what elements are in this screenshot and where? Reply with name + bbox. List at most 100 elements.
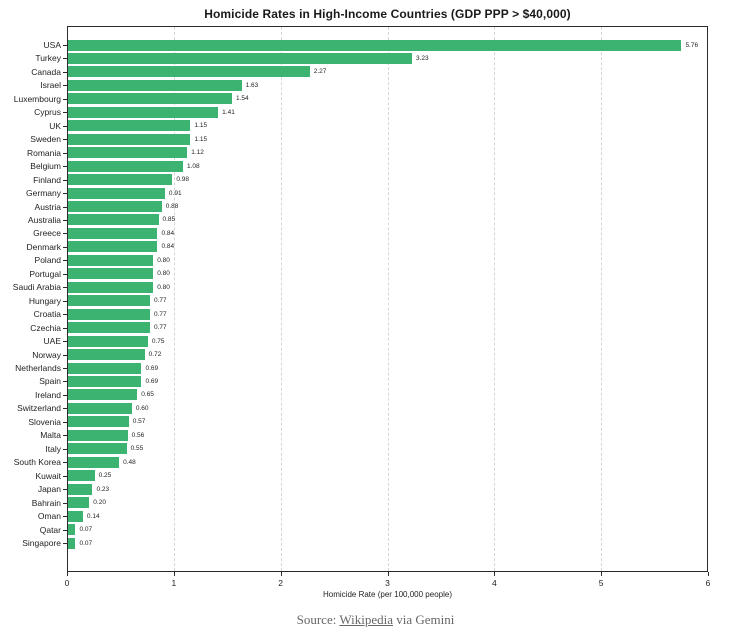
category-label: Malta bbox=[40, 430, 61, 441]
category-label: Greece bbox=[33, 228, 61, 239]
grid-line bbox=[494, 27, 496, 571]
category-label: Turkey bbox=[35, 53, 61, 64]
category-label: UAE bbox=[43, 336, 61, 347]
category-label: Slovenia bbox=[28, 416, 61, 427]
bar bbox=[68, 416, 129, 428]
bar-value-label: 0.07 bbox=[79, 539, 93, 547]
source-text: Source: Wikipedia via Gemini bbox=[0, 612, 751, 628]
bar bbox=[68, 201, 162, 212]
bar-value-label: 0.77 bbox=[154, 310, 167, 318]
x-tick-label: 2 bbox=[278, 578, 284, 588]
y-tick bbox=[63, 45, 67, 46]
x-tick-label: 6 bbox=[705, 578, 711, 588]
y-tick bbox=[63, 394, 67, 396]
x-tick bbox=[173, 572, 175, 576]
bar-value-label: 0.84 bbox=[161, 229, 175, 237]
wikipedia-link[interactable]: Wikipedia bbox=[339, 612, 393, 627]
bar bbox=[68, 497, 90, 509]
bar-value-label: 1.15 bbox=[194, 122, 208, 130]
bar bbox=[68, 227, 158, 239]
category-label: Australia bbox=[27, 214, 61, 225]
bar bbox=[68, 295, 150, 307]
bar bbox=[68, 537, 76, 549]
x-tick-label: 4 bbox=[491, 578, 497, 588]
category-label: Denmark bbox=[26, 241, 61, 252]
bar-value-label: 0.25 bbox=[98, 472, 112, 480]
x-tick-label: 5 bbox=[598, 578, 604, 588]
y-tick bbox=[63, 462, 67, 464]
bar bbox=[68, 470, 95, 482]
category-label: Canada bbox=[31, 66, 61, 77]
bar bbox=[68, 174, 173, 186]
grid-line bbox=[387, 27, 389, 571]
bar-value-label: 0.69 bbox=[145, 377, 159, 385]
y-tick bbox=[63, 354, 67, 356]
category-label: Austria bbox=[34, 201, 61, 212]
bar-value-label: 0.60 bbox=[135, 404, 149, 412]
y-tick bbox=[63, 489, 67, 491]
y-tick bbox=[63, 273, 67, 275]
bar-value-label: 0.91 bbox=[168, 189, 182, 197]
y-tick bbox=[63, 341, 67, 343]
y-tick bbox=[63, 139, 67, 141]
bar-value-label: 0.80 bbox=[157, 256, 170, 264]
category-label: Finland bbox=[33, 174, 61, 185]
bar bbox=[68, 308, 150, 320]
source-prefix: Source: bbox=[296, 612, 340, 627]
category-label: UK bbox=[49, 120, 61, 131]
bar-value-label: 0.77 bbox=[154, 324, 167, 332]
category-label: Netherlands bbox=[15, 363, 61, 374]
bar bbox=[68, 322, 150, 334]
category-label: Ireland bbox=[35, 389, 61, 400]
bar bbox=[68, 335, 148, 347]
y-tick bbox=[63, 219, 67, 221]
y-tick bbox=[63, 368, 67, 370]
y-tick bbox=[63, 233, 67, 235]
bar bbox=[68, 160, 184, 172]
y-tick bbox=[63, 152, 67, 154]
y-tick bbox=[63, 166, 67, 168]
grid-line bbox=[601, 27, 603, 571]
bar-value-label: 0.72 bbox=[148, 351, 162, 359]
x-tick bbox=[67, 572, 68, 576]
bar-value-label: 1.15 bbox=[194, 135, 208, 143]
category-label: Israel bbox=[40, 80, 61, 91]
y-tick bbox=[63, 85, 67, 87]
category-label: Norway bbox=[32, 349, 61, 360]
bar-value-label: 0.98 bbox=[176, 176, 190, 184]
bar bbox=[68, 66, 310, 78]
y-tick bbox=[63, 246, 67, 248]
category-label: Luxembourg bbox=[13, 93, 61, 104]
bar-value-label: 0.84 bbox=[161, 243, 175, 251]
bar-value-label: 0.57 bbox=[132, 418, 146, 426]
bar bbox=[68, 375, 142, 387]
bar bbox=[68, 147, 188, 159]
bar-value-label: 3.23 bbox=[415, 54, 429, 62]
bar-value-label: 0.85 bbox=[162, 216, 176, 224]
category-label: Kuwait bbox=[35, 470, 61, 481]
bar bbox=[68, 254, 154, 266]
bar-value-label: 0.65 bbox=[141, 391, 154, 399]
bar bbox=[68, 349, 145, 361]
bar bbox=[68, 362, 142, 374]
x-tick bbox=[280, 572, 282, 576]
bar bbox=[68, 510, 83, 522]
x-tick bbox=[708, 572, 709, 576]
category-label: Italy bbox=[45, 443, 61, 454]
bar-value-label: 0.23 bbox=[96, 485, 110, 493]
bar bbox=[68, 187, 165, 199]
bar-value-label: 0.77 bbox=[154, 297, 167, 305]
category-label: Hungary bbox=[28, 295, 61, 306]
bar bbox=[68, 133, 191, 145]
bar-value-label: 0.20 bbox=[93, 499, 106, 507]
category-label: Qatar bbox=[39, 524, 61, 535]
bar-value-label: 0.14 bbox=[86, 512, 100, 520]
bar-value-label: 1.41 bbox=[222, 108, 235, 116]
bar-value-label: 0.80 bbox=[157, 270, 170, 278]
x-tick-label: 1 bbox=[171, 578, 177, 588]
y-tick bbox=[63, 125, 67, 127]
category-label: Cyprus bbox=[34, 107, 61, 118]
y-tick bbox=[63, 529, 67, 531]
bar-value-label: 1.12 bbox=[191, 149, 204, 157]
bar-value-label: 0.56 bbox=[131, 431, 145, 439]
